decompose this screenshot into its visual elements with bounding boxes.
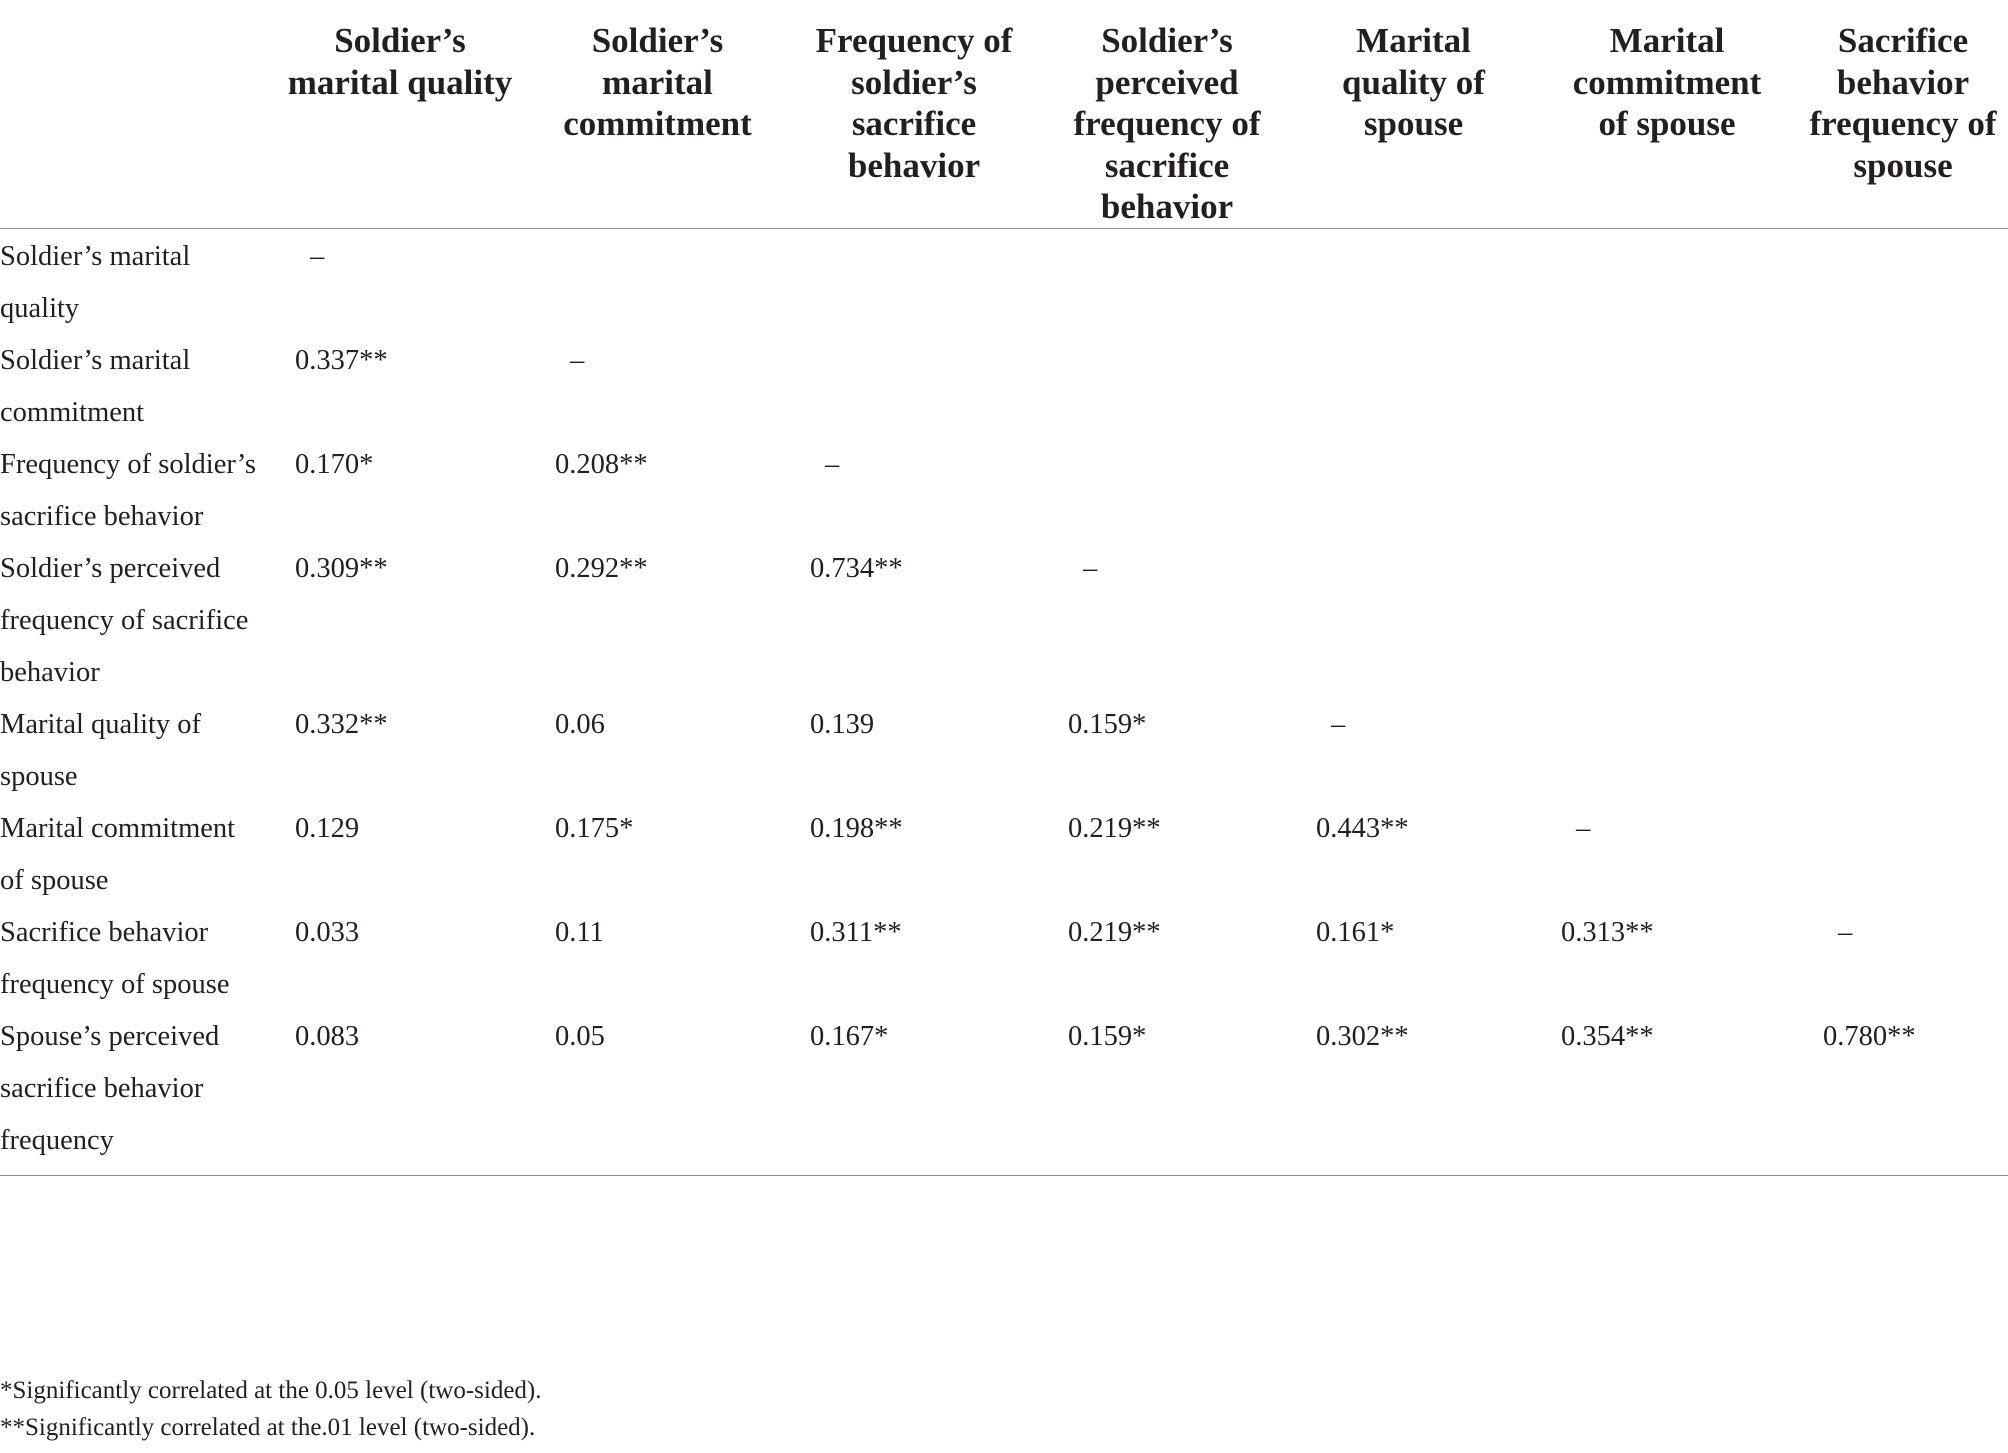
table-row: Marital quality of spouse 0.332** 0.06 0.13… xyxy=(0,699,2008,803)
row-label: Marital commitment of spouse xyxy=(0,812,236,896)
table-cell xyxy=(1291,543,1536,699)
table-cell: 0.11 xyxy=(555,916,604,948)
column-header: Soldier’s perceived frequency of sacrifi… xyxy=(1043,0,1291,229)
column-header: Sacrifice behavior frequency of spouse xyxy=(1798,0,2008,229)
table-cell xyxy=(1536,543,1798,699)
table-row: Sacrifice behavior frequency of spouse 0.… xyxy=(0,907,2008,1011)
table-cell: – xyxy=(570,344,585,376)
table-cell: – xyxy=(310,240,325,272)
table-cell xyxy=(1291,228,1536,335)
row-label: Frequency of soldier’s sacrifice behavio… xyxy=(0,448,256,532)
table-cell: 0.083 xyxy=(295,1020,360,1052)
footnote: *Significantly correlated at the 0.05 le… xyxy=(0,1377,542,1404)
table-cell xyxy=(1798,228,2008,335)
table-row: Soldier’s perceived frequency of sacrifi… xyxy=(0,543,2008,699)
column-header: Soldier’s marital commitment xyxy=(530,0,785,229)
table-cell: 0.05 xyxy=(555,1020,605,1052)
table-cell: 0.313** xyxy=(1561,916,1654,948)
table-cell: 0.309** xyxy=(295,552,388,584)
table-cell: 0.161* xyxy=(1316,916,1395,948)
column-header: Marital quality of spouse xyxy=(1291,0,1536,229)
footnote: **Significantly correlated at the.01 lev… xyxy=(0,1414,536,1441)
table-cell: – xyxy=(1576,812,1591,844)
header-corner xyxy=(0,0,270,229)
table-row: Frequency of soldier’s sacrifice behavio… xyxy=(0,439,2008,543)
table-cell: 0.139 xyxy=(810,708,875,740)
correlation-table-container: Soldier’s marital quality Soldier’s mari… xyxy=(0,0,2008,1175)
row-label: Soldier’s perceived frequency of sacrifi… xyxy=(0,552,249,688)
table-cell: 0.175* xyxy=(555,812,634,844)
table-cell xyxy=(1043,228,1291,335)
table-cell xyxy=(1043,439,1291,543)
table-cell xyxy=(1291,335,1536,439)
row-label: Soldier’s marital commitment xyxy=(0,344,191,428)
table-cell: 0.780** xyxy=(1823,1020,1916,1052)
table-cell: 0.129 xyxy=(295,812,360,844)
table-row: Soldier’s marital quality – xyxy=(0,228,2008,335)
table-cell xyxy=(1536,228,1798,335)
table-row: Spouse’s perceived sacrifice behavior fr… xyxy=(0,1011,2008,1175)
table-cell: 0.734** xyxy=(810,552,903,584)
table-cell xyxy=(530,228,785,335)
table-cell xyxy=(1536,439,1798,543)
table-cell: 0.354** xyxy=(1561,1020,1654,1052)
row-label: Spouse’s perceived sacrifice behavior fr… xyxy=(0,1020,220,1156)
table-cell xyxy=(1536,335,1798,439)
table-cell xyxy=(1798,543,2008,699)
column-header: Frequency of soldier’s sacrifice behavio… xyxy=(785,0,1043,229)
table-cell: 0.311** xyxy=(810,916,902,948)
table-cell: – xyxy=(1083,552,1098,584)
table-footnotes: *Significantly correlated at the 0.05 le… xyxy=(0,1372,542,1446)
table-cell: 0.302** xyxy=(1316,1020,1409,1052)
table-body: Soldier’s marital quality – Soldier’s mari… xyxy=(0,228,2008,1175)
table-cell xyxy=(1798,335,2008,439)
column-header: Marital commitment of spouse xyxy=(1536,0,1798,229)
table-cell: 0.292** xyxy=(555,552,648,584)
table-cell: 0.219** xyxy=(1068,812,1161,844)
table-cell xyxy=(1043,335,1291,439)
table-cell: 0.170* xyxy=(295,448,374,480)
table-cell: – xyxy=(825,448,840,480)
header-row: Soldier’s marital quality Soldier’s mari… xyxy=(0,0,2008,229)
table-cell: 0.159* xyxy=(1068,708,1147,740)
table-cell: 0.219** xyxy=(1068,916,1161,948)
table-cell: 0.06 xyxy=(555,708,605,740)
table-cell xyxy=(1798,803,2008,907)
table-cell: 0.159* xyxy=(1068,1020,1147,1052)
column-header: Soldier’s marital quality xyxy=(270,0,530,229)
table-cell: 0.167* xyxy=(810,1020,889,1052)
table-cell xyxy=(785,335,1043,439)
table-cell: 0.337** xyxy=(295,344,388,376)
table-cell: 0.208** xyxy=(555,448,648,480)
table-cell xyxy=(1798,699,2008,803)
table-cell xyxy=(1291,439,1536,543)
table-cell: 0.198** xyxy=(810,812,903,844)
table-cell xyxy=(785,228,1043,335)
table-cell xyxy=(1536,699,1798,803)
table-cell xyxy=(1798,439,2008,543)
correlation-table: Soldier’s marital quality Soldier’s mari… xyxy=(0,0,2008,1175)
table-row: Marital commitment of spouse 0.129 0.175* 0… xyxy=(0,803,2008,907)
table-cell: – xyxy=(1838,916,1853,948)
table-cell: 0.332** xyxy=(295,708,388,740)
table-cell: 0.443** xyxy=(1316,812,1409,844)
row-label: Marital quality of spouse xyxy=(0,708,202,792)
row-label: Sacrifice behavior frequency of spouse xyxy=(0,916,230,1000)
table-cell: 0.033 xyxy=(295,916,360,948)
row-label: Soldier’s marital quality xyxy=(0,240,191,324)
table-row: Soldier’s marital commitment 0.337** – xyxy=(0,335,2008,439)
table-cell: – xyxy=(1331,708,1346,740)
